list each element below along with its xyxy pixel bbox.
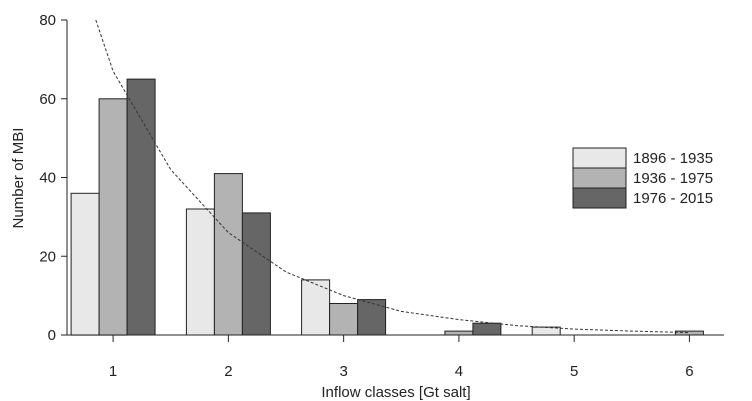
x-tick-label: 3 — [339, 363, 347, 380]
bar-1-series-3 — [126, 78, 156, 336]
x-tick-label: 1 — [109, 363, 117, 380]
x-tick-label: 6 — [685, 363, 693, 380]
y-tick-label: 60 — [39, 91, 56, 108]
bar-1-series-2 — [98, 98, 128, 336]
bar-3-series-2 — [329, 303, 359, 336]
legend-swatch-3 — [572, 187, 627, 209]
x-axis-title: Inflow classes [Gt salt] — [321, 384, 470, 401]
bar-2-series-2 — [213, 173, 243, 336]
legend-label-2: 1936 - 1975 — [633, 170, 713, 187]
trend-curve — [95, 19, 690, 334]
x-tick-label: 4 — [455, 363, 463, 380]
bar-3-series-3 — [357, 299, 387, 336]
axes: 0 20 40 60 80 1 2 3 4 5 6 — [39, 12, 724, 380]
legend-label-3: 1976 - 2015 — [633, 190, 713, 207]
legend: 1896 - 1935 1936 - 1975 1976 - 2015 — [572, 147, 713, 209]
bar-2-series-3 — [241, 212, 271, 336]
x-tick-label: 2 — [224, 363, 232, 380]
y-axis-title: Number of MBI — [10, 128, 27, 229]
bar-1-series-1 — [70, 192, 100, 336]
trend-curve-layer — [95, 19, 690, 334]
bar-4-series-3 — [472, 322, 502, 336]
legend-swatch-2 — [572, 167, 627, 189]
legend-label-1: 1896 - 1935 — [633, 150, 713, 167]
bar-6-series-2 — [674, 330, 704, 336]
legend-swatch-1 — [572, 147, 627, 169]
y-tick-label: 0 — [48, 327, 56, 344]
x-tick-label: 5 — [570, 363, 578, 380]
bar-2-series-1 — [185, 208, 215, 336]
y-tick-label: 40 — [39, 170, 56, 187]
bar-4-series-2 — [444, 330, 474, 336]
y-tick-label: 80 — [39, 12, 56, 29]
bars — [70, 78, 704, 336]
y-tick-label: 20 — [39, 248, 56, 265]
